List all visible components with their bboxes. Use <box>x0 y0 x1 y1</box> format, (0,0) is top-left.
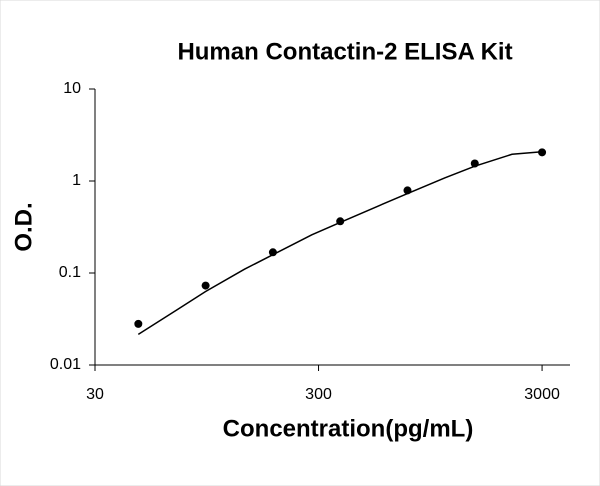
y-tick-label: 0.1 <box>59 264 81 281</box>
y-tick-label: 0.01 <box>50 356 81 373</box>
x-axis-label: Concentration(pg/mL) <box>223 415 474 442</box>
data-point <box>336 217 345 226</box>
y-axis-label: O.D. <box>10 202 37 251</box>
chart-title: Human Contactin-2 ELISA Kit <box>177 38 512 65</box>
y-tick-label: 1 <box>72 172 81 189</box>
x-tick-label: 300 <box>305 386 332 403</box>
data-point <box>538 148 547 157</box>
data-point <box>134 319 143 328</box>
data-point <box>268 248 277 257</box>
data-point <box>403 186 412 195</box>
x-tick-label: 30 <box>86 386 104 403</box>
y-tick-label: 10 <box>63 80 81 97</box>
data-point <box>201 281 210 290</box>
x-tick-label: 3000 <box>524 386 560 403</box>
data-point <box>470 159 479 168</box>
